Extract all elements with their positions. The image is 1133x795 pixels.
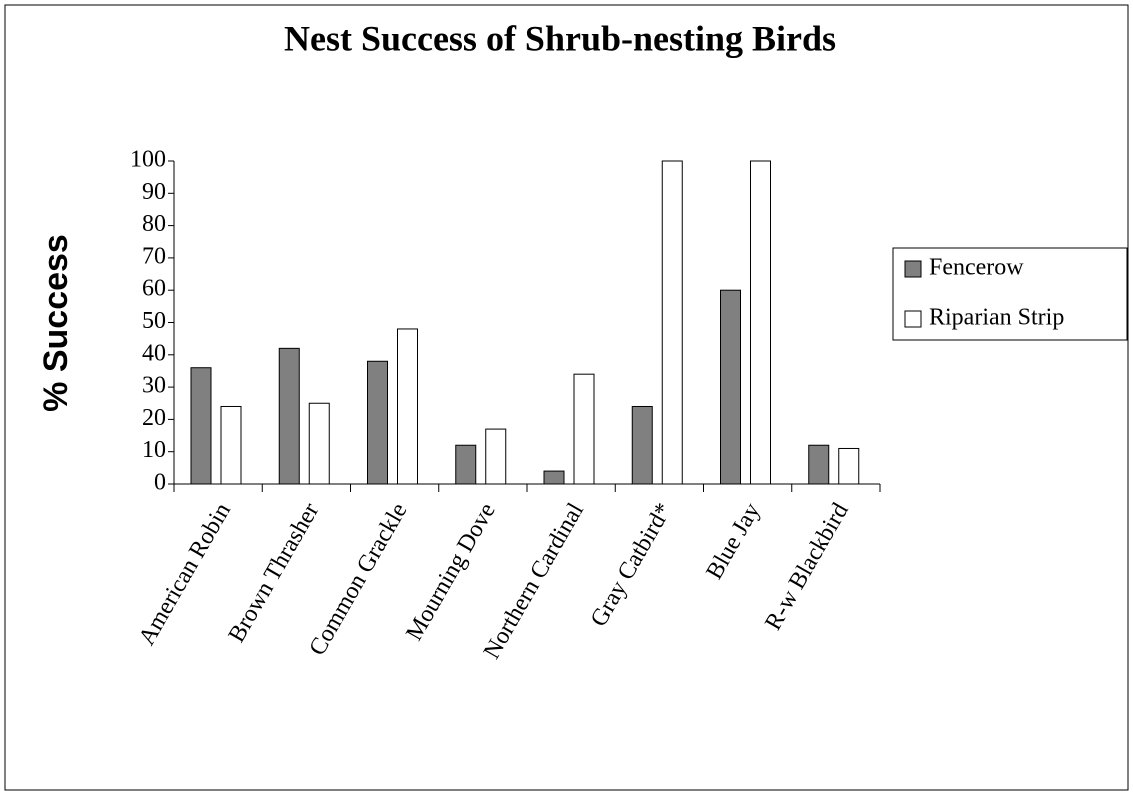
bar [720,289,741,485]
y-tick-label: 50 [142,308,166,334]
y-tick-label: 90 [142,179,166,205]
bar [838,447,860,485]
bar [455,444,477,485]
y-axis-label: % Success [37,234,75,412]
chart-border [4,4,1129,791]
bar [808,444,830,485]
chart-title: Nest Success of Shrub-nesting Birds [284,18,836,58]
legend-label: Riparian Strip [929,305,1064,331]
legend-swatch [904,310,922,328]
y-tick-label: 20 [142,405,166,431]
bar [220,405,242,485]
y-tick-label: 10 [142,437,166,463]
bar [397,328,418,485]
y-tick-label: 0 [154,470,166,496]
bar [367,360,388,485]
bar [573,373,595,485]
bar [661,160,683,485]
legend-box [892,247,1128,341]
y-tick-label: 80 [142,211,166,237]
bar [631,405,653,485]
legend-swatch [904,260,922,278]
bar [278,347,300,485]
legend-label: Fencerow [929,255,1024,281]
bar [543,470,565,485]
bar [308,402,330,485]
bar [750,160,771,485]
y-tick-label: 30 [142,373,166,399]
y-tick-label: 70 [142,243,166,269]
y-tick-label: 100 [130,147,166,173]
y-tick-label: 60 [142,276,166,302]
bar [190,367,212,485]
y-tick-label: 40 [142,340,166,366]
bar [485,428,507,485]
